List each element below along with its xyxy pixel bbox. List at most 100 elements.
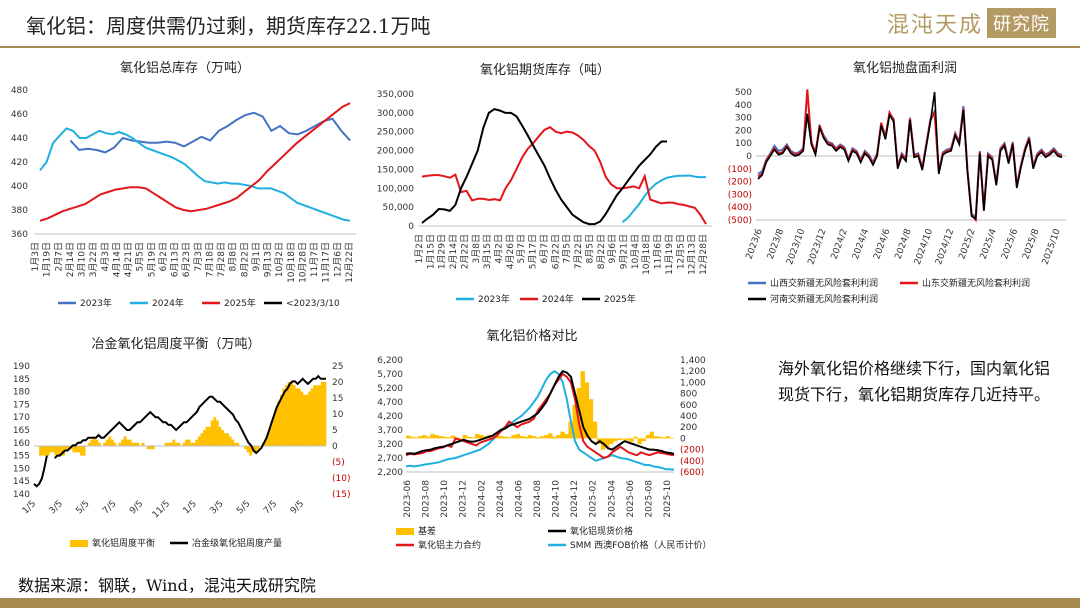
series-line-2 (405, 372, 675, 460)
y-tick-label: 150 (13, 464, 30, 474)
series-line-0 (621, 174, 707, 223)
x-tick-label: 2024/4 (851, 227, 871, 260)
balance-bar (272, 417, 276, 446)
basis-bar (414, 437, 419, 439)
y-tick-label: (400) (728, 203, 752, 213)
y-tick-label: 2,700 (377, 454, 403, 464)
basis-bar (637, 438, 642, 444)
y-tick-label: 440 (11, 134, 28, 144)
legend-label: 山西交新疆无风险套利利润 (770, 277, 878, 289)
x-tick-label: 2025/10 (1041, 227, 1063, 266)
x-tick-label: 2023-12 (459, 480, 469, 518)
y-tick-label: 175 (13, 400, 30, 410)
y-tick-label: 200 (735, 126, 752, 136)
brand-logo: 混沌天成 研究院 (887, 8, 1056, 38)
basis-bar (552, 436, 557, 439)
x-tick-label: 3月10日 (77, 242, 88, 277)
balance-bar (103, 442, 107, 446)
balance-bar (98, 442, 101, 446)
balance-bar (318, 385, 322, 446)
balance-bar (87, 442, 91, 446)
basis-bar (519, 436, 525, 439)
balance-bar (128, 439, 132, 446)
balance-bar (118, 442, 122, 446)
basis-bar (621, 438, 626, 440)
balance-bar (203, 430, 206, 446)
balance-bar (267, 433, 270, 446)
x-tick-label: 11月7日 (309, 242, 320, 277)
y-tick-label: 250,000 (377, 128, 414, 138)
x-tick-label: 12月6日 (332, 242, 343, 277)
basis-bar (625, 438, 630, 441)
y-tick-label: 460 (11, 110, 28, 120)
y-tick-label: 4,700 (377, 398, 403, 408)
balance-bar (51, 446, 55, 453)
basis-bar (422, 435, 427, 439)
basis-bar (588, 399, 594, 439)
x-tick-label: 4月21日 (123, 242, 134, 277)
series-line-2 (757, 91, 1063, 221)
y-tick-label: 300 (735, 114, 752, 124)
balance-bar (105, 439, 109, 446)
x-tick-label: 7月28日 (216, 242, 227, 277)
y-tick-label: (200) (680, 446, 704, 456)
x-tick-label: 2月14日 (65, 242, 76, 277)
balance-bar (123, 436, 127, 446)
y-tick-label: 140 (13, 490, 30, 500)
legend-label: 河南交新疆无风险套利利润 (770, 293, 878, 305)
balance-bar (169, 442, 173, 446)
x-tick-label: 6月7日 (539, 234, 550, 263)
balance-bar (290, 382, 294, 446)
balance-bar (146, 446, 150, 450)
y-tick-label: (5) (332, 458, 345, 468)
x-tick-label: 7月3日 (193, 242, 204, 271)
chart-price-compare: 氧化铝价格对比 2,200 2,700 3,200 3,700 4,200 4,700 5,2… (377, 328, 711, 551)
y-tick-label: 50,000 (383, 203, 415, 213)
basis-bar (657, 436, 663, 439)
balance-bar (308, 391, 311, 446)
balance-bar (264, 439, 268, 446)
x-tick-label: 9月6日 (607, 234, 618, 263)
balance-bar (295, 388, 299, 446)
x-tick-label: 11月17日 (321, 242, 332, 283)
x-tick-label: 11月19日 (664, 234, 675, 275)
y-tick-label: 15 (332, 394, 343, 404)
legend-label: 2024年 (542, 293, 574, 305)
x-tick-label: 2024/2 (830, 228, 850, 261)
y-tick-label: 200,000 (377, 147, 414, 157)
basis-bar (438, 436, 443, 439)
y-tick-label: 300,000 (377, 109, 414, 119)
x-tick-label: 4月26日 (505, 234, 516, 269)
basis-bar (609, 438, 614, 444)
x-tick-label: 12月28日 (698, 234, 709, 275)
chart-spot-profit: 氧化铝抛盘面利润 (500) (400) (300) (200) (100) 0 100 200… (728, 60, 1066, 305)
x-tick-label: 2025-08 (644, 480, 654, 518)
x-tick-label: 2025/8 (1021, 227, 1041, 260)
y-tick-label: 200 (680, 423, 697, 433)
x-tick-label: 2023/10 (785, 227, 807, 266)
x-tick-label: 7/5 (101, 499, 118, 516)
legend-label: 2025年 (224, 297, 256, 309)
balance-bar (277, 401, 281, 446)
y-tick-label: 155 (13, 452, 30, 462)
x-tick-label: 2024/6 (872, 227, 892, 260)
basis-bar (592, 421, 598, 439)
balance-bar (220, 430, 224, 446)
y-tick-label: 600 (680, 401, 697, 411)
x-tick-label: 9月13日 (263, 242, 274, 277)
x-tick-label: 1月3日 (30, 242, 41, 271)
x-tick-label: 1/5 (21, 499, 38, 516)
x-tick-label: 12月5日 (675, 234, 686, 269)
balance-bar (233, 442, 237, 446)
y-tick-label: (500) (728, 216, 752, 226)
x-tick-label: 2024-08 (533, 480, 543, 518)
x-tick-label: 7/5 (262, 499, 279, 516)
y-tick-label: 420 (11, 158, 28, 168)
basis-bar (653, 436, 659, 439)
balance-bar (269, 426, 273, 446)
basis-bar (633, 436, 638, 439)
balance-bar (287, 382, 291, 446)
basis-bar (604, 438, 610, 447)
data-source: 数据来源：钢联，Wind，混沌天成研究院 (18, 576, 316, 595)
basis-bar (548, 433, 553, 439)
